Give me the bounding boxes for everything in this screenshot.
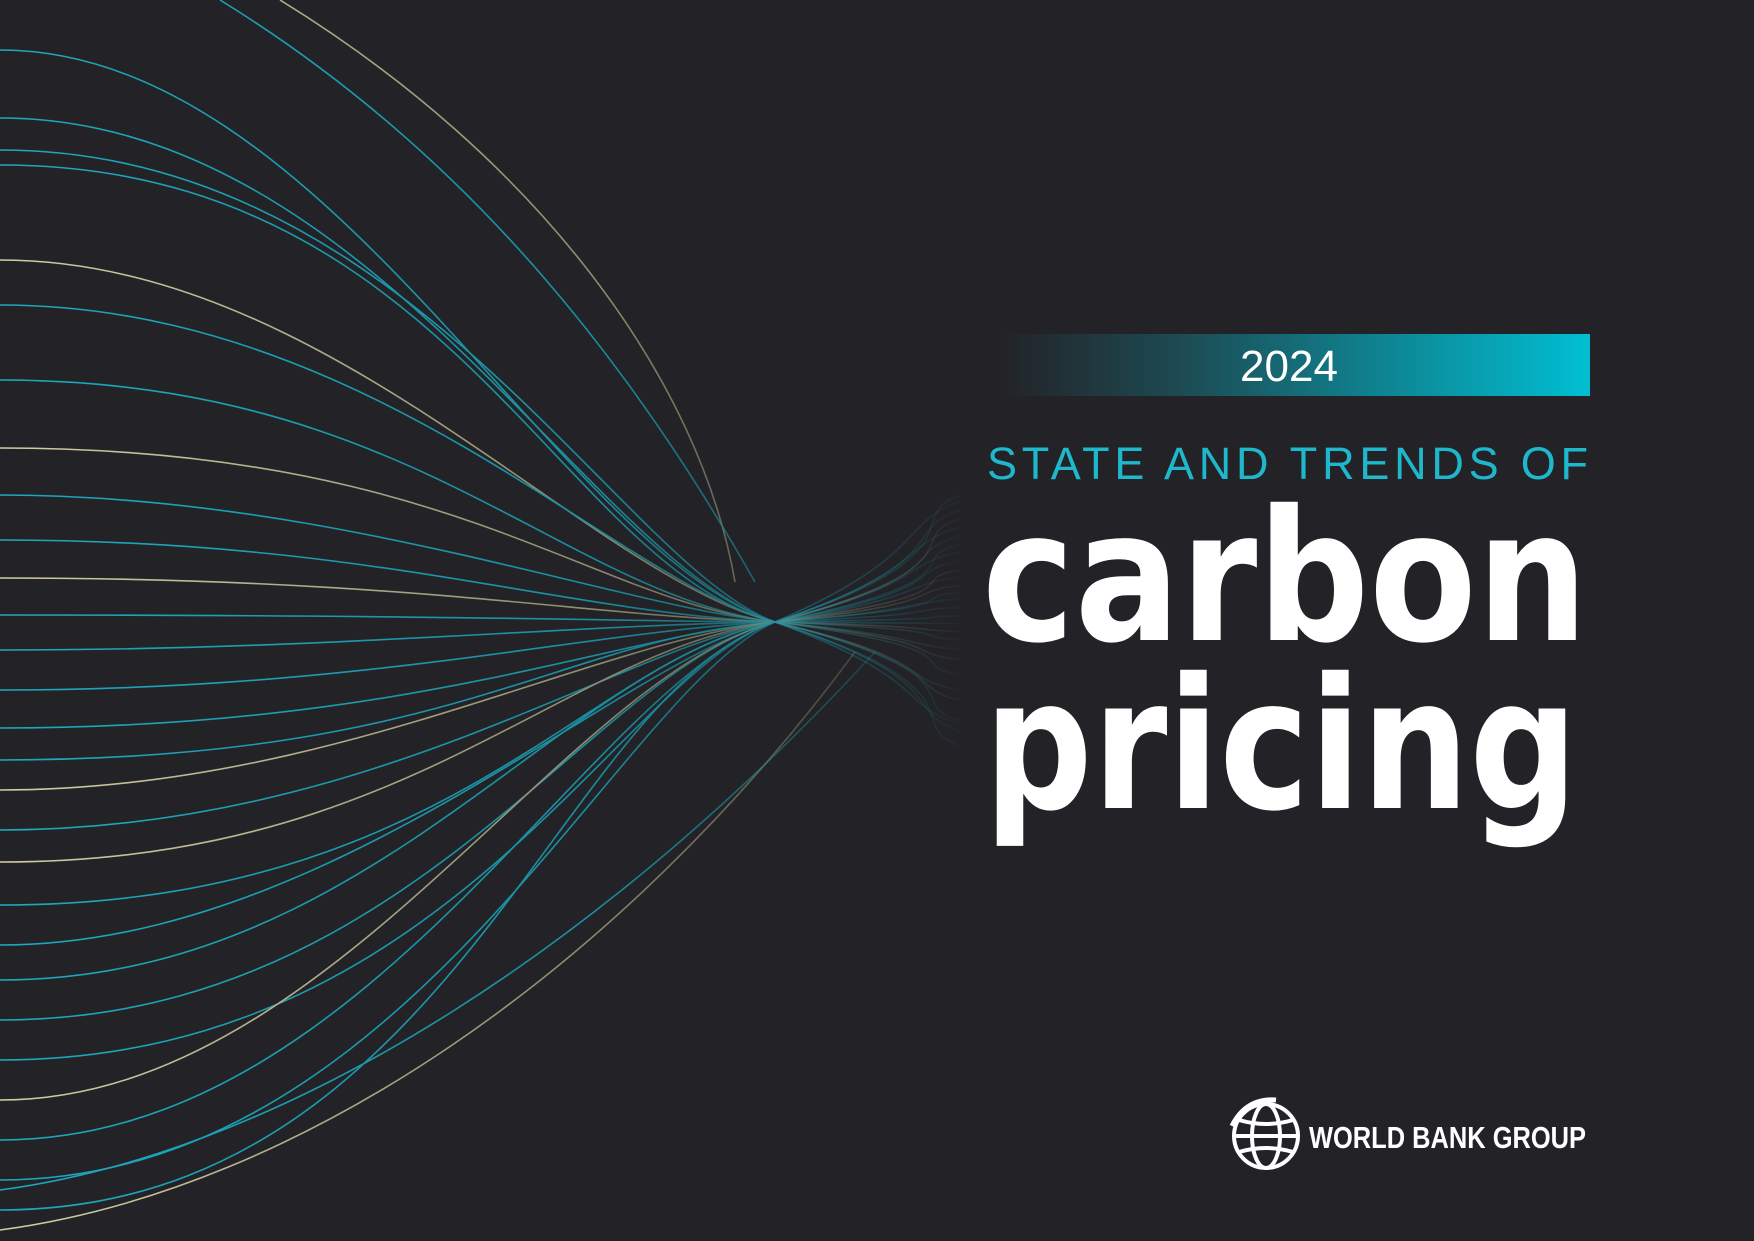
curve — [0, 447, 961, 661]
curve — [0, 584, 961, 791]
title-line-1: carbon — [982, 471, 1588, 683]
curve — [0, 606, 961, 691]
decorative-lines — [0, 0, 961, 1231]
curve — [0, 591, 961, 761]
curve — [0, 149, 961, 725]
curve — [0, 551, 961, 946]
curve — [0, 614, 961, 625]
curve — [0, 543, 961, 981]
curve — [0, 651, 876, 1191]
curve — [0, 576, 961, 831]
curve — [0, 539, 961, 641]
year: 2024 — [1240, 342, 1338, 391]
curve — [0, 577, 961, 633]
curve — [0, 117, 961, 732]
curve — [0, 517, 961, 1101]
curve — [0, 569, 961, 863]
title-line-2: pricing — [984, 639, 1578, 851]
curve — [0, 259, 961, 701]
curve — [0, 304, 961, 692]
logo-text: WORLD BANK GROUP — [1309, 1120, 1586, 1155]
curve — [0, 615, 961, 651]
year-band — [1001, 334, 1590, 396]
curve — [0, 651, 856, 1231]
curve — [0, 494, 961, 1211]
curve — [0, 494, 961, 651]
logo-globe — [1229, 1097, 1300, 1170]
curve — [0, 500, 961, 1181]
curve — [0, 509, 961, 1141]
curve — [0, 164, 961, 722]
curve — [219, 0, 756, 583]
curve — [279, 0, 736, 583]
curve — [0, 379, 961, 676]
